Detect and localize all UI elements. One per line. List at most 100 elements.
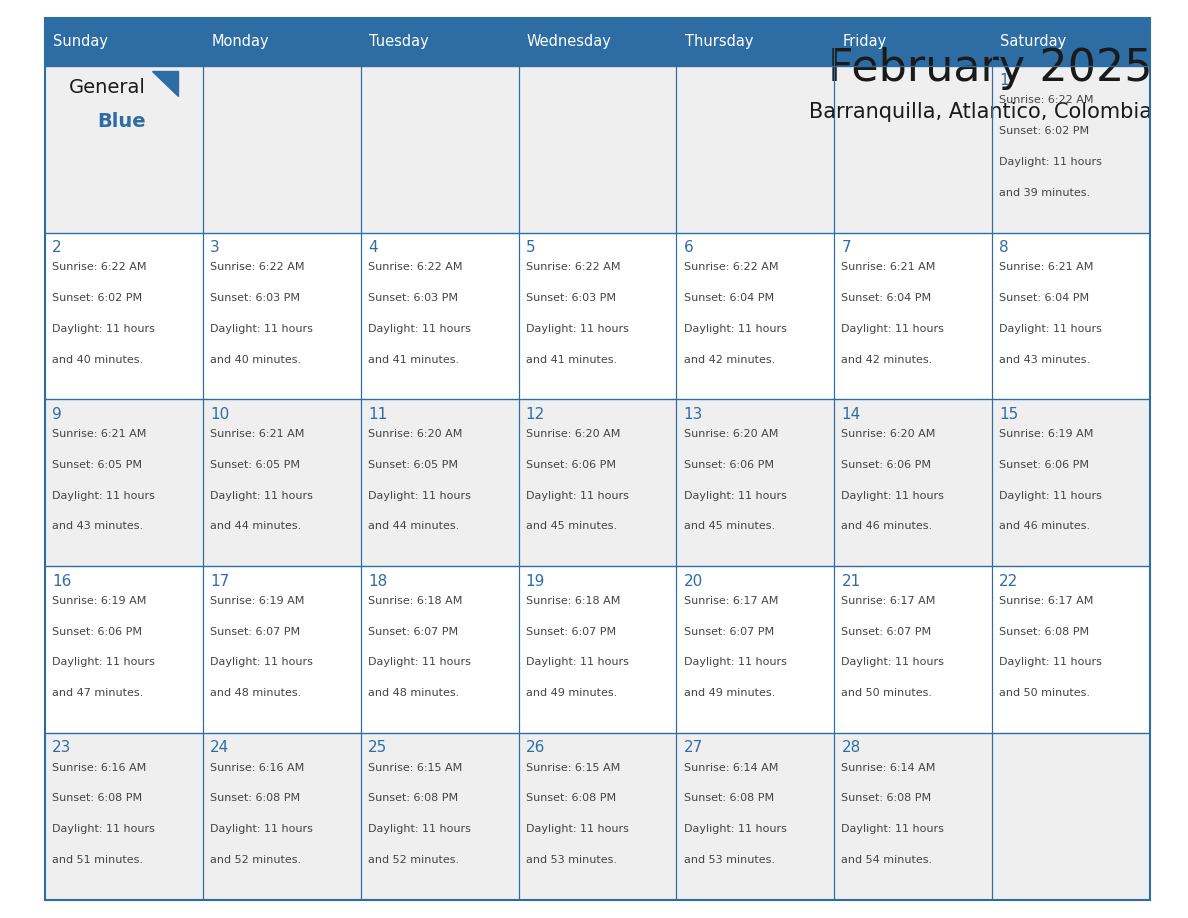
- Text: Sunset: 6:08 PM: Sunset: 6:08 PM: [999, 627, 1089, 636]
- Text: Daylight: 11 hours: Daylight: 11 hours: [368, 824, 470, 834]
- Bar: [45, 18, 1150, 66]
- Text: Sunset: 6:05 PM: Sunset: 6:05 PM: [368, 460, 457, 470]
- Text: Sunrise: 6:22 AM: Sunrise: 6:22 AM: [52, 262, 146, 272]
- Text: 16: 16: [52, 574, 71, 588]
- Text: Daylight: 11 hours: Daylight: 11 hours: [999, 490, 1102, 500]
- Text: Sunset: 6:06 PM: Sunset: 6:06 PM: [841, 460, 931, 470]
- Text: Sunset: 6:02 PM: Sunset: 6:02 PM: [52, 293, 143, 303]
- Text: 18: 18: [368, 574, 387, 588]
- Text: Daylight: 11 hours: Daylight: 11 hours: [210, 824, 312, 834]
- Text: and 45 minutes.: and 45 minutes.: [683, 521, 775, 532]
- Text: and 48 minutes.: and 48 minutes.: [368, 688, 459, 699]
- Text: Sunrise: 6:14 AM: Sunrise: 6:14 AM: [841, 763, 936, 773]
- Text: 14: 14: [841, 407, 860, 421]
- Text: 23: 23: [52, 741, 71, 756]
- Text: Sunset: 6:03 PM: Sunset: 6:03 PM: [368, 293, 457, 303]
- Text: and 54 minutes.: and 54 minutes.: [841, 856, 933, 865]
- Text: Daylight: 11 hours: Daylight: 11 hours: [526, 490, 628, 500]
- Text: Sunset: 6:08 PM: Sunset: 6:08 PM: [210, 793, 301, 803]
- Text: and 42 minutes.: and 42 minutes.: [841, 354, 933, 364]
- Text: Daylight: 11 hours: Daylight: 11 hours: [368, 324, 470, 334]
- Text: Daylight: 11 hours: Daylight: 11 hours: [683, 824, 786, 834]
- Text: and 50 minutes.: and 50 minutes.: [841, 688, 933, 699]
- Text: 27: 27: [683, 741, 703, 756]
- Text: Daylight: 11 hours: Daylight: 11 hours: [52, 657, 154, 667]
- Text: and 43 minutes.: and 43 minutes.: [999, 354, 1091, 364]
- Text: and 44 minutes.: and 44 minutes.: [210, 521, 302, 532]
- Text: and 51 minutes.: and 51 minutes.: [52, 856, 143, 865]
- Text: and 53 minutes.: and 53 minutes.: [526, 856, 617, 865]
- Text: 1: 1: [999, 73, 1009, 88]
- Text: Sunrise: 6:16 AM: Sunrise: 6:16 AM: [52, 763, 146, 773]
- Text: and 43 minutes.: and 43 minutes.: [52, 521, 144, 532]
- Text: 25: 25: [368, 741, 387, 756]
- Text: Barranquilla, Atlantico, Colombia: Barranquilla, Atlantico, Colombia: [809, 102, 1152, 122]
- Text: and 47 minutes.: and 47 minutes.: [52, 688, 144, 699]
- Text: and 42 minutes.: and 42 minutes.: [683, 354, 775, 364]
- Text: Sunset: 6:02 PM: Sunset: 6:02 PM: [999, 126, 1089, 136]
- Text: and 46 minutes.: and 46 minutes.: [999, 521, 1091, 532]
- Text: Sunset: 6:07 PM: Sunset: 6:07 PM: [210, 627, 301, 636]
- Text: Daylight: 11 hours: Daylight: 11 hours: [841, 657, 944, 667]
- Text: Sunrise: 6:20 AM: Sunrise: 6:20 AM: [368, 429, 462, 439]
- Text: 26: 26: [526, 741, 545, 756]
- Text: Daylight: 11 hours: Daylight: 11 hours: [683, 657, 786, 667]
- Text: 9: 9: [52, 407, 62, 421]
- Text: 17: 17: [210, 574, 229, 588]
- Text: Sunset: 6:08 PM: Sunset: 6:08 PM: [368, 793, 457, 803]
- Text: Sunrise: 6:19 AM: Sunrise: 6:19 AM: [52, 596, 146, 606]
- Polygon shape: [152, 71, 178, 96]
- Text: Sunrise: 6:22 AM: Sunrise: 6:22 AM: [999, 95, 1094, 106]
- Text: Sunset: 6:04 PM: Sunset: 6:04 PM: [999, 293, 1089, 303]
- Text: 6: 6: [683, 240, 694, 255]
- Text: 13: 13: [683, 407, 703, 421]
- Text: 12: 12: [526, 407, 545, 421]
- Bar: [45, 733, 1150, 900]
- Text: and 39 minutes.: and 39 minutes.: [999, 187, 1091, 197]
- Text: Sunset: 6:07 PM: Sunset: 6:07 PM: [683, 627, 773, 636]
- Text: Sunrise: 6:20 AM: Sunrise: 6:20 AM: [526, 429, 620, 439]
- Text: Sunrise: 6:21 AM: Sunrise: 6:21 AM: [210, 429, 304, 439]
- Text: 19: 19: [526, 574, 545, 588]
- Text: 22: 22: [999, 574, 1018, 588]
- Text: Sunrise: 6:22 AM: Sunrise: 6:22 AM: [210, 262, 304, 272]
- Text: Sunset: 6:06 PM: Sunset: 6:06 PM: [526, 460, 615, 470]
- Text: 11: 11: [368, 407, 387, 421]
- Text: Daylight: 11 hours: Daylight: 11 hours: [841, 490, 944, 500]
- Text: Daylight: 11 hours: Daylight: 11 hours: [683, 324, 786, 334]
- Text: Wednesday: Wednesday: [527, 34, 612, 50]
- Text: Daylight: 11 hours: Daylight: 11 hours: [526, 324, 628, 334]
- Text: Daylight: 11 hours: Daylight: 11 hours: [841, 324, 944, 334]
- Bar: [45, 232, 1150, 399]
- Text: Sunrise: 6:18 AM: Sunrise: 6:18 AM: [526, 596, 620, 606]
- Text: Tuesday: Tuesday: [369, 34, 429, 50]
- Text: Sunset: 6:04 PM: Sunset: 6:04 PM: [683, 293, 773, 303]
- Text: Friday: Friday: [842, 34, 887, 50]
- Text: and 46 minutes.: and 46 minutes.: [841, 521, 933, 532]
- Text: Sunset: 6:05 PM: Sunset: 6:05 PM: [210, 460, 301, 470]
- Text: 15: 15: [999, 407, 1018, 421]
- Text: Sunrise: 6:21 AM: Sunrise: 6:21 AM: [999, 262, 1094, 272]
- Text: and 50 minutes.: and 50 minutes.: [999, 688, 1091, 699]
- Text: Sunrise: 6:18 AM: Sunrise: 6:18 AM: [368, 596, 462, 606]
- Text: Daylight: 11 hours: Daylight: 11 hours: [683, 490, 786, 500]
- Text: Daylight: 11 hours: Daylight: 11 hours: [526, 824, 628, 834]
- Text: Sunrise: 6:17 AM: Sunrise: 6:17 AM: [841, 596, 936, 606]
- Text: Sunrise: 6:20 AM: Sunrise: 6:20 AM: [683, 429, 778, 439]
- Text: Sunset: 6:03 PM: Sunset: 6:03 PM: [210, 293, 301, 303]
- Text: Sunday: Sunday: [53, 34, 108, 50]
- Text: and 53 minutes.: and 53 minutes.: [683, 856, 775, 865]
- Text: and 49 minutes.: and 49 minutes.: [683, 688, 775, 699]
- Text: Sunset: 6:05 PM: Sunset: 6:05 PM: [52, 460, 143, 470]
- Text: General: General: [69, 78, 146, 96]
- Text: Sunrise: 6:19 AM: Sunrise: 6:19 AM: [999, 429, 1094, 439]
- Text: Daylight: 11 hours: Daylight: 11 hours: [210, 490, 312, 500]
- Text: and 45 minutes.: and 45 minutes.: [526, 521, 617, 532]
- Text: Sunrise: 6:16 AM: Sunrise: 6:16 AM: [210, 763, 304, 773]
- Text: Sunrise: 6:21 AM: Sunrise: 6:21 AM: [52, 429, 146, 439]
- Text: Sunrise: 6:17 AM: Sunrise: 6:17 AM: [683, 596, 778, 606]
- Text: and 49 minutes.: and 49 minutes.: [526, 688, 617, 699]
- Text: and 41 minutes.: and 41 minutes.: [526, 354, 617, 364]
- Text: Sunset: 6:08 PM: Sunset: 6:08 PM: [52, 793, 143, 803]
- Text: 3: 3: [210, 240, 220, 255]
